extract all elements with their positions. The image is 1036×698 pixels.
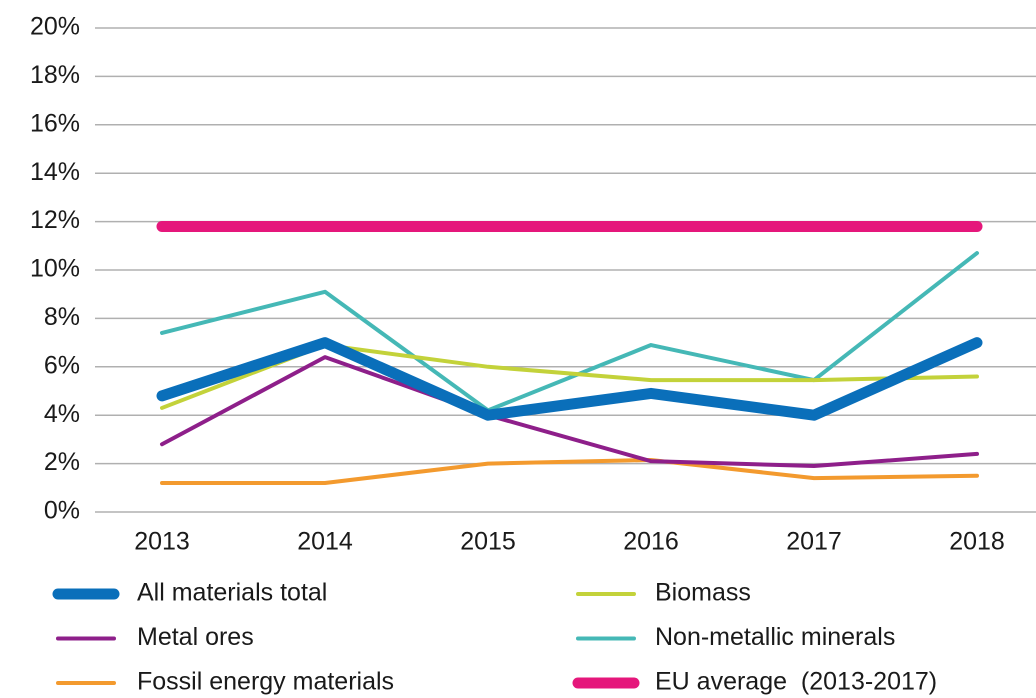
y-tick-label: 12% <box>30 206 80 234</box>
y-tick-label: 14% <box>30 158 80 186</box>
y-tick-label: 10% <box>30 255 80 283</box>
legend-label: Non-metallic minerals <box>655 623 895 651</box>
y-tick-label: 0% <box>44 497 80 525</box>
y-tick-label: 20% <box>30 13 80 41</box>
x-tick-label: 2016 <box>623 528 679 556</box>
y-tick-label: 2% <box>44 448 80 476</box>
legend-label: Metal ores <box>137 623 254 651</box>
legend-label: Fossil energy materials <box>137 668 394 696</box>
x-tick-label: 2018 <box>949 528 1005 556</box>
y-tick-label: 4% <box>44 400 80 428</box>
y-tick-label: 16% <box>30 109 80 137</box>
y-tick-label: 8% <box>44 303 80 331</box>
series-line <box>160 457 979 485</box>
x-tick-label: 2013 <box>134 528 190 556</box>
series-line <box>160 355 979 469</box>
y-tick-label: 18% <box>30 61 80 89</box>
x-tick-label: 2015 <box>460 528 516 556</box>
series-line <box>160 251 979 413</box>
x-tick-label: 2017 <box>786 528 842 556</box>
legend-label: Biomass <box>655 579 751 607</box>
y-tick-label: 6% <box>44 351 80 379</box>
legend-label: EU average (2013-2017) <box>655 668 937 696</box>
x-tick-label: 2014 <box>297 528 353 556</box>
series-line <box>156 337 983 421</box>
legend-label: All materials total <box>137 579 327 607</box>
